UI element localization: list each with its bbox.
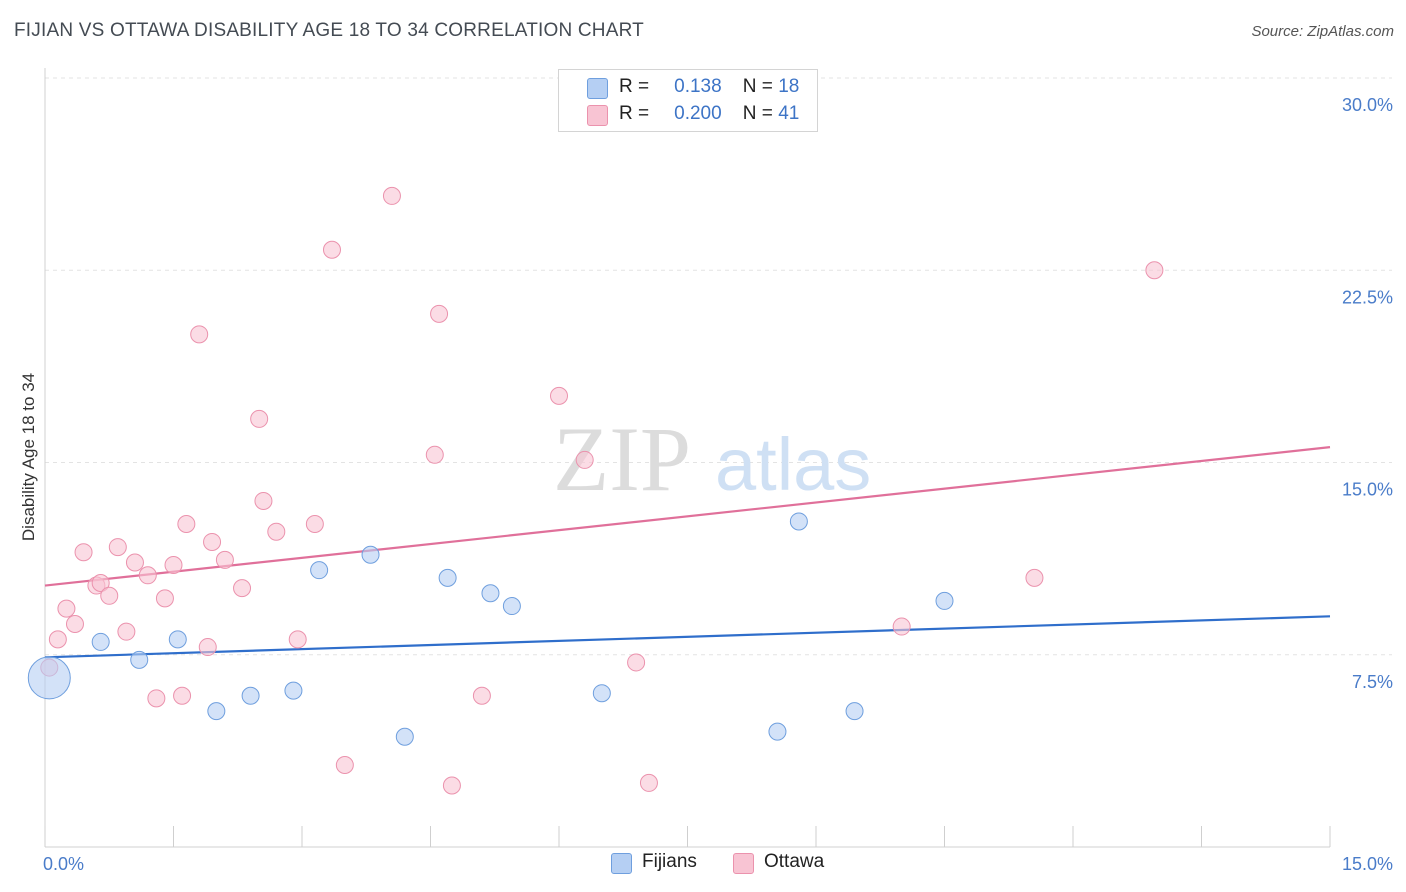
point-ottawa-2 [57,599,76,618]
point-fijians-1 [91,632,110,651]
point-fijians-11 [481,584,500,603]
point-ottawa-24 [267,522,286,541]
point-ottawa-34 [550,386,568,405]
x-tick-label-0: 0.0% [43,854,84,874]
point-ottawa-7 [100,586,119,605]
point-fijians-12 [502,597,521,616]
point-ottawa-14 [164,556,183,575]
point-ottawa-38 [892,617,911,636]
grid-lines [45,77,1392,656]
point-ottawa-31 [430,304,449,323]
point-ottawa-9 [117,622,136,641]
point-ottawa-22 [250,409,269,428]
y-tick-label-1: 15.0% [1342,480,1393,500]
point-ottawa-3 [65,614,84,633]
legend-swatch-ottawa [587,105,608,126]
point-fijians-7 [310,561,329,580]
trend-line-ottawa [44,446,1331,587]
legend-r-value: 0.138 [674,76,722,97]
legend-r-value: 0.200 [674,103,722,124]
x-tick-label-1: 15.0% [1342,854,1393,874]
source-label: Source: ZipAtlas.com [1251,23,1394,40]
legend-r-label: R = [619,103,650,124]
y-tick-label-2: 22.5% [1342,287,1393,307]
point-fijians-17 [935,591,954,610]
point-ottawa-6 [91,573,110,592]
point-ottawa-29 [382,186,401,205]
point-fijians-16 [845,702,864,721]
point-fijians-13 [592,684,611,703]
point-ottawa-39 [1025,568,1044,587]
point-ottawa-4 [74,543,93,562]
point-ottawa-40 [1145,261,1164,280]
point-ottawa-26 [305,515,324,534]
watermark-zip: ZIP [553,408,691,510]
legend-r-label: R = [619,76,650,97]
point-ottawa-17 [190,325,209,344]
trend-lines [44,446,1331,659]
legend-n-label: N = [742,103,773,124]
point-ottawa-11 [138,566,157,585]
bottom-legend-label-fijians: Fijians [642,851,697,872]
point-fijians-2 [130,650,149,669]
legend-n-value: 41 [778,103,800,124]
watermark-atlas: atlas [715,423,871,506]
point-ottawa-21 [233,579,252,598]
point-fijians-15 [768,722,787,741]
point-ottawa-16 [177,515,196,534]
point-ottawa-19 [203,532,222,551]
legend-n-value: 18 [778,76,800,97]
point-ottawa-12 [147,689,166,708]
point-fijians-6 [284,681,303,700]
stats-legend: R = 0.138 N = 18 R = 0.200 N = 41 [558,69,818,132]
legend-swatch-fijians [587,78,608,99]
point-ottawa-20 [215,550,234,569]
point-fijians-5 [241,686,260,705]
point-ottawa-35 [575,450,594,469]
point-ottawa-32 [442,776,461,795]
point-ottawa-37 [639,773,658,792]
point-ottawa-28 [335,755,354,774]
point-fijians-4 [207,702,226,721]
chart-title: FIJIAN VS OTTAWA DISABILITY AGE 18 TO 34… [14,20,644,41]
point-ottawa-33 [472,686,491,705]
point-fijians-8 [361,545,380,564]
point-fijians-3 [168,630,187,649]
point-ottawa-36 [627,653,646,672]
point-ottawa-30 [425,445,444,464]
legend-n-label: N = [742,76,773,97]
bottom-legend-label-ottawa: Ottawa [764,851,825,872]
point-fijians-14 [789,512,808,531]
tick-labels: 7.5% 15.0% 22.5% 30.0% 0.0% 15.0% [43,95,1393,874]
point-fijians-9 [395,727,414,746]
point-ottawa-1 [48,630,67,649]
y-axis-label: Disability Age 18 to 34 [19,373,38,541]
point-ottawa-8 [108,538,127,557]
point-ottawa-23 [254,491,273,510]
bottom-legend-swatch-fijians [611,853,632,874]
axes [44,68,1331,848]
y-tick-label-0: 7.5% [1352,672,1393,692]
point-ottawa-10 [125,553,144,572]
bottom-legend-swatch-ottawa [733,853,754,874]
point-ottawa-15 [173,686,192,705]
y-tick-label-3: 30.0% [1342,95,1393,115]
point-ottawa-18 [198,638,217,657]
point-ottawa-27 [322,240,341,259]
point-fijians-0 [27,656,71,700]
point-fijians-10 [438,568,457,587]
point-ottawa-25 [288,630,307,649]
trend-line-fijians [44,615,1331,659]
data-points [27,186,1164,795]
watermark: ZIP atlas [553,408,871,510]
point-ottawa-13 [155,589,174,608]
